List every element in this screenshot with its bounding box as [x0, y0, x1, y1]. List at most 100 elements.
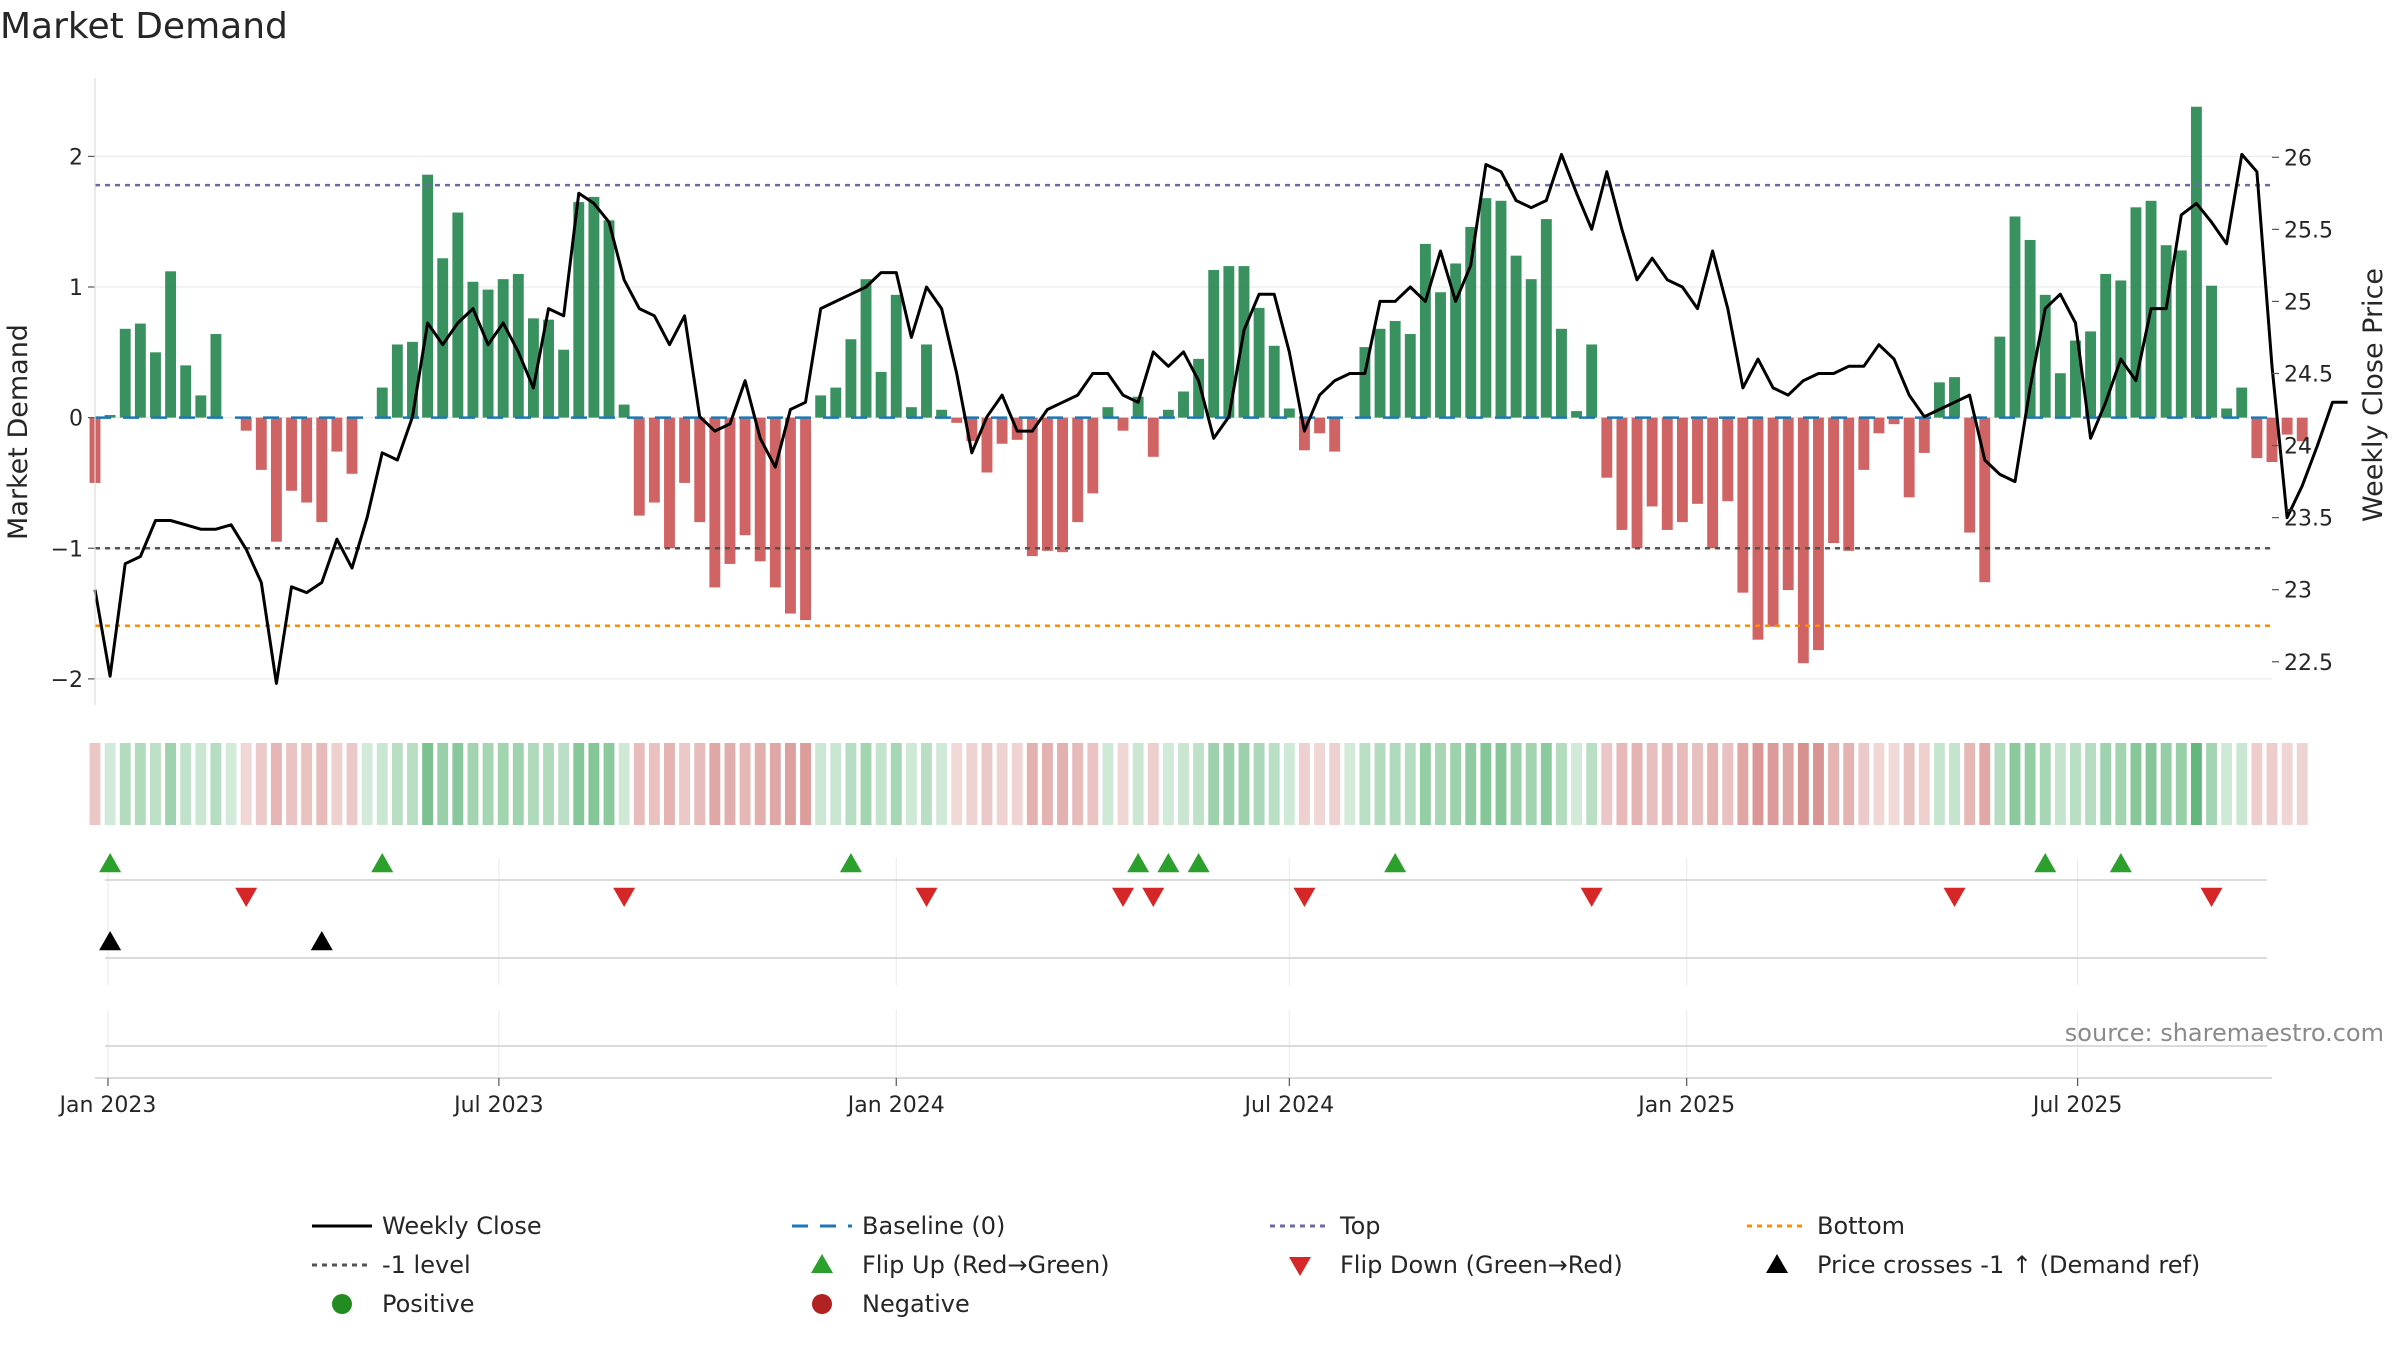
- demand-bar: [2070, 340, 2081, 418]
- heat-cell: [860, 743, 872, 825]
- flip-up-marker: [2109, 853, 2132, 873]
- demand-bar: [1540, 219, 1552, 418]
- heat-cell: [1661, 743, 1673, 825]
- demand-bar: [2281, 417, 2293, 435]
- heat-cell: [2175, 743, 2187, 825]
- heat-cell: [1178, 743, 1189, 825]
- demand-bar: [195, 395, 207, 418]
- heat-cell: [316, 743, 328, 825]
- heat-cell: [391, 743, 403, 825]
- heat-cell: [1208, 743, 1220, 825]
- demand-bar: [1949, 377, 1960, 418]
- legend: Weekly Close Baseline (0) Top Bottom -1 leve…: [312, 1212, 2200, 1318]
- demand-bar: [784, 417, 796, 614]
- heat-cell: [921, 743, 932, 825]
- y2-tick-label: 22.5: [2284, 651, 2333, 676]
- heat-cell: [210, 743, 222, 825]
- demand-bar: [1193, 358, 1205, 418]
- heat-cell: [1495, 743, 1507, 825]
- heat-cell: [255, 743, 267, 825]
- heat-cell: [1616, 743, 1628, 825]
- y-tick-label: −1: [51, 537, 83, 562]
- heat-cell: [1843, 743, 1855, 825]
- demand-bar: [1147, 417, 1159, 457]
- demand-bar: [2251, 417, 2263, 459]
- y2-tick-label: 25: [2284, 290, 2312, 315]
- demand-bar: [482, 289, 494, 418]
- demand-bar: [1646, 417, 1658, 507]
- heat-cell: [1556, 743, 1567, 825]
- flip-down-marker: [1943, 887, 1966, 907]
- heat-cell: [1888, 743, 1900, 825]
- y2-tick-label: 23: [2284, 579, 2312, 604]
- demand-bar: [1964, 417, 1976, 533]
- heat-cell: [1676, 743, 1688, 825]
- demand-bar: [1722, 417, 1734, 502]
- heat-cell: [830, 743, 842, 825]
- y2-axis-title: Weekly Close Price: [2358, 268, 2389, 522]
- heat-cell: [1147, 743, 1159, 825]
- legend-label: Bottom: [1817, 1212, 1905, 1240]
- y-tick-label: −2: [51, 668, 83, 693]
- demand-bar: [1828, 417, 1840, 544]
- demand-bar: [1283, 408, 1295, 418]
- demand-bar: [2236, 387, 2248, 418]
- demand-bar: [346, 417, 358, 474]
- demand-bar: [1072, 417, 1084, 523]
- demand-bar: [1661, 417, 1673, 530]
- demand-bar: [1102, 407, 1114, 418]
- demand-heat-strip: [89, 743, 2308, 825]
- heat-cell: [1162, 743, 1174, 825]
- demand-bars: [89, 106, 2308, 664]
- y2-tick-label: 24: [2284, 435, 2312, 460]
- demand-bar: [2160, 245, 2172, 418]
- legend-swatch-triangle-down: [1289, 1257, 1311, 1276]
- heat-cell: [2296, 743, 2308, 825]
- legend-label: Positive: [382, 1290, 475, 1318]
- heat-cell: [1873, 743, 1885, 825]
- demand-bar: [573, 202, 585, 418]
- demand-bar: [1888, 417, 1900, 425]
- demand-bar: [875, 371, 887, 418]
- demand-bar: [1586, 344, 1598, 418]
- heat-cell: [1389, 743, 1401, 825]
- heat-cell: [240, 743, 252, 825]
- legend-label: Baseline (0): [862, 1212, 1005, 1240]
- heat-cell: [724, 743, 736, 825]
- x-tick-label: Jul 2025: [2031, 1093, 2123, 1118]
- demand-bar: [1737, 417, 1749, 593]
- demand-bar: [905, 407, 917, 418]
- heat-cell: [996, 743, 1008, 825]
- flip-down-marker: [1112, 887, 1135, 907]
- demand-bar: [1374, 328, 1386, 418]
- heat-cell: [1253, 743, 1265, 825]
- x-tick-label: Jan 2024: [846, 1093, 945, 1118]
- heat-cell: [2281, 743, 2293, 825]
- demand-bar: [694, 417, 706, 523]
- heat-cell: [452, 743, 464, 825]
- heat-cell: [180, 743, 192, 825]
- heat-cell: [1329, 743, 1341, 825]
- demand-bar: [407, 341, 418, 418]
- weekly-close-polyline: [93, 152, 2348, 685]
- demand-bar: [1601, 417, 1613, 478]
- demand-bar: [1556, 328, 1567, 418]
- heat-cell: [588, 743, 600, 825]
- heat-cell: [165, 743, 177, 825]
- demand-bar: [527, 318, 539, 418]
- heat-cell: [2115, 743, 2127, 825]
- demand-bar: [1843, 417, 1855, 551]
- heat-cell: [2100, 743, 2112, 825]
- heat-cell: [951, 743, 963, 825]
- demand-bar: [497, 279, 509, 418]
- heat-cell: [1344, 743, 1356, 825]
- y-tick-label: 2: [69, 145, 83, 170]
- demand-bar: [1571, 411, 1583, 418]
- demand-bar: [921, 344, 932, 418]
- heat-cell: [2039, 743, 2051, 825]
- heat-cell: [195, 743, 207, 825]
- heat-cell: [1480, 743, 1492, 825]
- demand-bar: [2115, 280, 2127, 418]
- demand-bar: [1359, 347, 1371, 418]
- demand-bar: [2221, 408, 2233, 418]
